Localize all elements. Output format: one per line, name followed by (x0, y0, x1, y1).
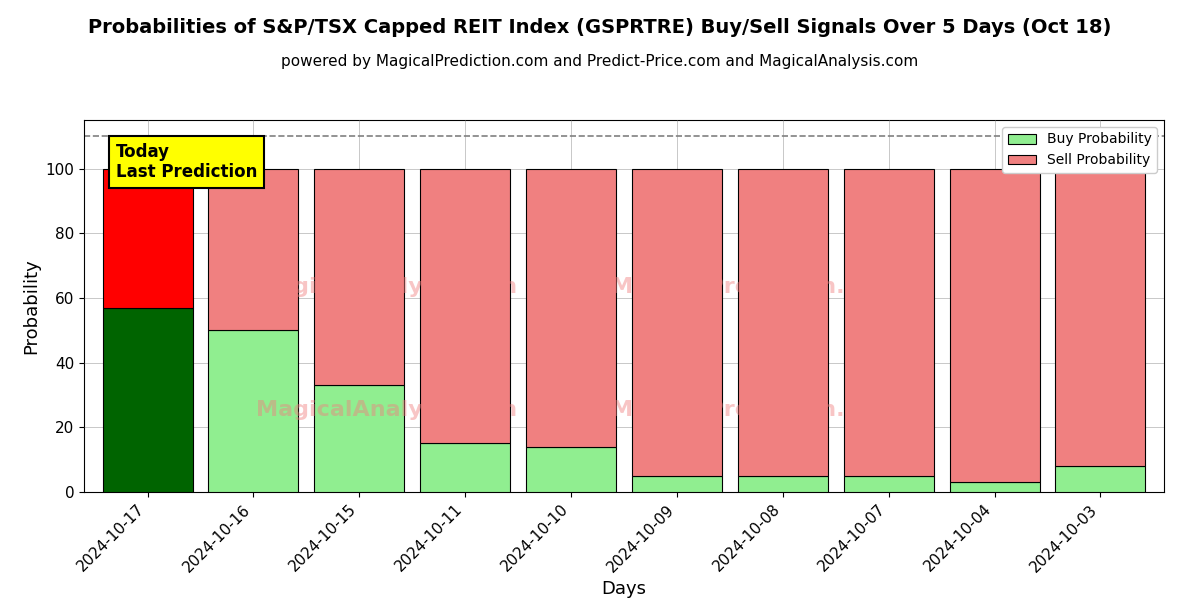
Bar (209, 330, 299, 492)
Text: Today
Last Prediction: Today Last Prediction (115, 143, 257, 181)
Bar (102, 308, 192, 492)
Bar (420, 169, 510, 443)
Bar (844, 169, 934, 476)
Bar (314, 169, 404, 385)
Text: MagicalAnalysis.com: MagicalAnalysis.com (256, 400, 517, 420)
Bar (632, 476, 722, 492)
Bar (844, 476, 934, 492)
Bar (526, 169, 616, 447)
Bar (102, 169, 192, 308)
Bar (209, 169, 299, 330)
Bar (420, 443, 510, 492)
Bar (1056, 466, 1146, 492)
Bar (1056, 169, 1146, 466)
Bar (949, 482, 1039, 492)
Text: MagicalPrediction.com: MagicalPrediction.com (611, 400, 896, 420)
Bar (632, 169, 722, 476)
Bar (314, 385, 404, 492)
Y-axis label: Probability: Probability (22, 258, 40, 354)
Bar (738, 169, 828, 476)
X-axis label: Days: Days (601, 580, 647, 598)
Text: powered by MagicalPrediction.com and Predict-Price.com and MagicalAnalysis.com: powered by MagicalPrediction.com and Pre… (281, 54, 919, 69)
Bar (738, 476, 828, 492)
Bar (949, 169, 1039, 482)
Text: Probabilities of S&P/TSX Capped REIT Index (GSPRTRE) Buy/Sell Signals Over 5 Day: Probabilities of S&P/TSX Capped REIT Ind… (89, 18, 1111, 37)
Bar (526, 447, 616, 492)
Text: MagicalPrediction.com: MagicalPrediction.com (611, 277, 896, 298)
Legend: Buy Probability, Sell Probability: Buy Probability, Sell Probability (1002, 127, 1157, 173)
Text: MagicalAnalysis.com: MagicalAnalysis.com (256, 277, 517, 298)
